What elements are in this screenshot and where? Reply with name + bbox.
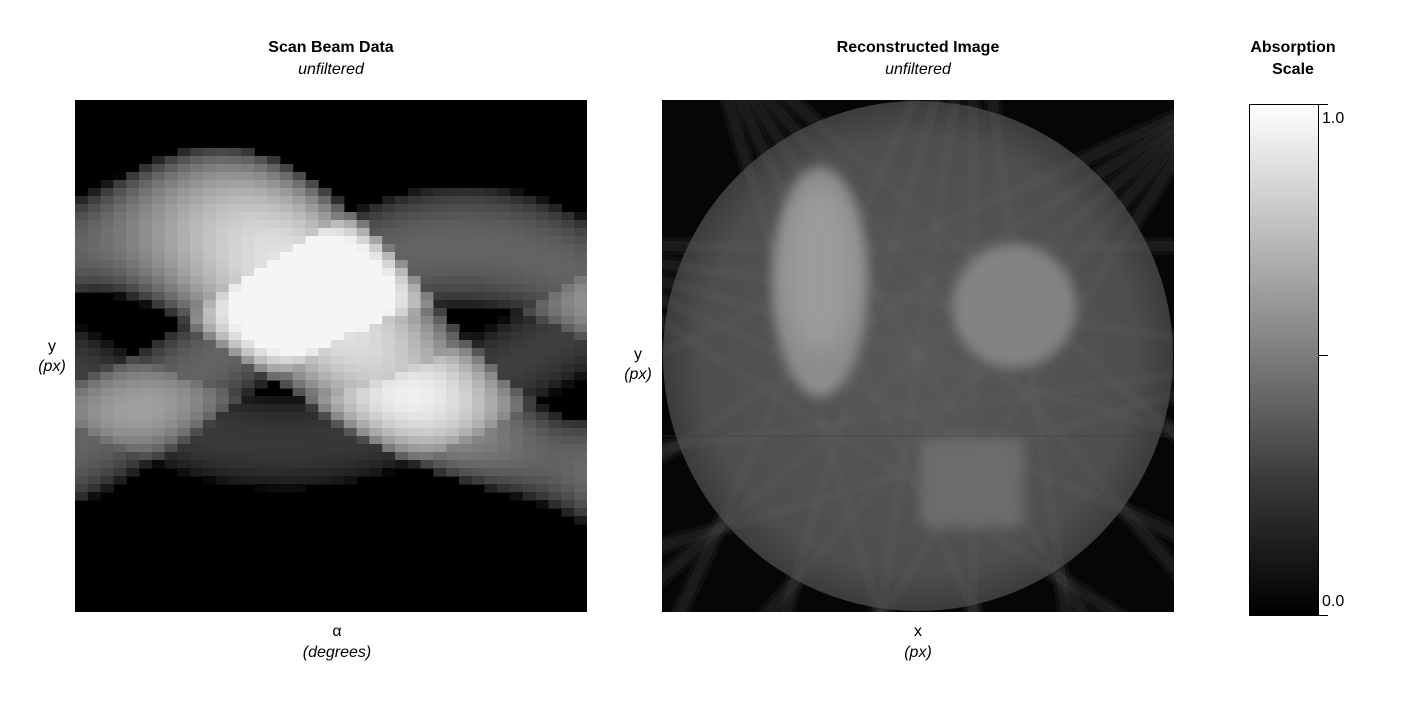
backprojection-streak: [662, 127, 1174, 585]
reconstruction-y-label: y: [634, 346, 642, 363]
backprojection-streak: [662, 316, 1123, 612]
backprojection-streak: [662, 112, 1174, 358]
backprojection-streak: [662, 120, 1174, 462]
colorbar-title-line1: Absorption: [1250, 39, 1336, 56]
backprojection-streak: [780, 100, 942, 612]
backprojection-streak: [662, 275, 1174, 437]
sinogram-y-unit: (px): [38, 358, 66, 375]
colorbar-tick-min: [1318, 615, 1328, 616]
colorbar-max-label: 1.0: [1322, 110, 1345, 127]
backprojection-streak: [662, 294, 1174, 539]
object-circle: [952, 244, 1076, 368]
sinogram-title: Scan Beam Data: [268, 39, 394, 56]
sinogram-columns: [75, 148, 587, 525]
sinogram-plot: [75, 100, 587, 612]
reconstruction-y-unit: (px): [624, 366, 652, 383]
object-square: [920, 438, 1024, 528]
object-ellipse-core: [786, 188, 854, 352]
reconstruction-x-unit: (px): [904, 644, 932, 661]
colorbar-min-label: 0.0: [1322, 593, 1345, 610]
reconstruction-subtitle: unfiltered: [885, 61, 951, 78]
sinogram-y-label: y: [48, 338, 56, 355]
reconstruction-image: [662, 100, 1174, 612]
backprojection-streak: [662, 369, 1174, 454]
backprojection-streak: [762, 136, 1174, 612]
sinogram-x-label: α: [332, 623, 342, 640]
backprojection-streak: [878, 151, 1174, 612]
backprojection-streak: [747, 100, 1089, 612]
backprojection-streak: [876, 100, 960, 612]
sinogram-image: [75, 148, 587, 525]
colorbar-tick-max: [1318, 104, 1328, 105]
colorbar-title-line2: Scale: [1272, 61, 1314, 78]
colorbar-tick-mid: [1318, 355, 1328, 356]
reconstruction-plot: [662, 100, 1174, 612]
backprojection-streak: [735, 100, 980, 612]
sinogram-x-unit: (degrees): [302, 644, 372, 661]
colorbar-gradient: [1249, 104, 1319, 616]
reconstruction-title: Reconstructed Image: [836, 39, 1000, 56]
sinogram-subtitle: unfiltered: [298, 61, 364, 78]
backprojection-streak: [662, 258, 1174, 343]
colorbar-axis: [1318, 104, 1319, 616]
reconstruction-x-label: x: [914, 623, 922, 640]
